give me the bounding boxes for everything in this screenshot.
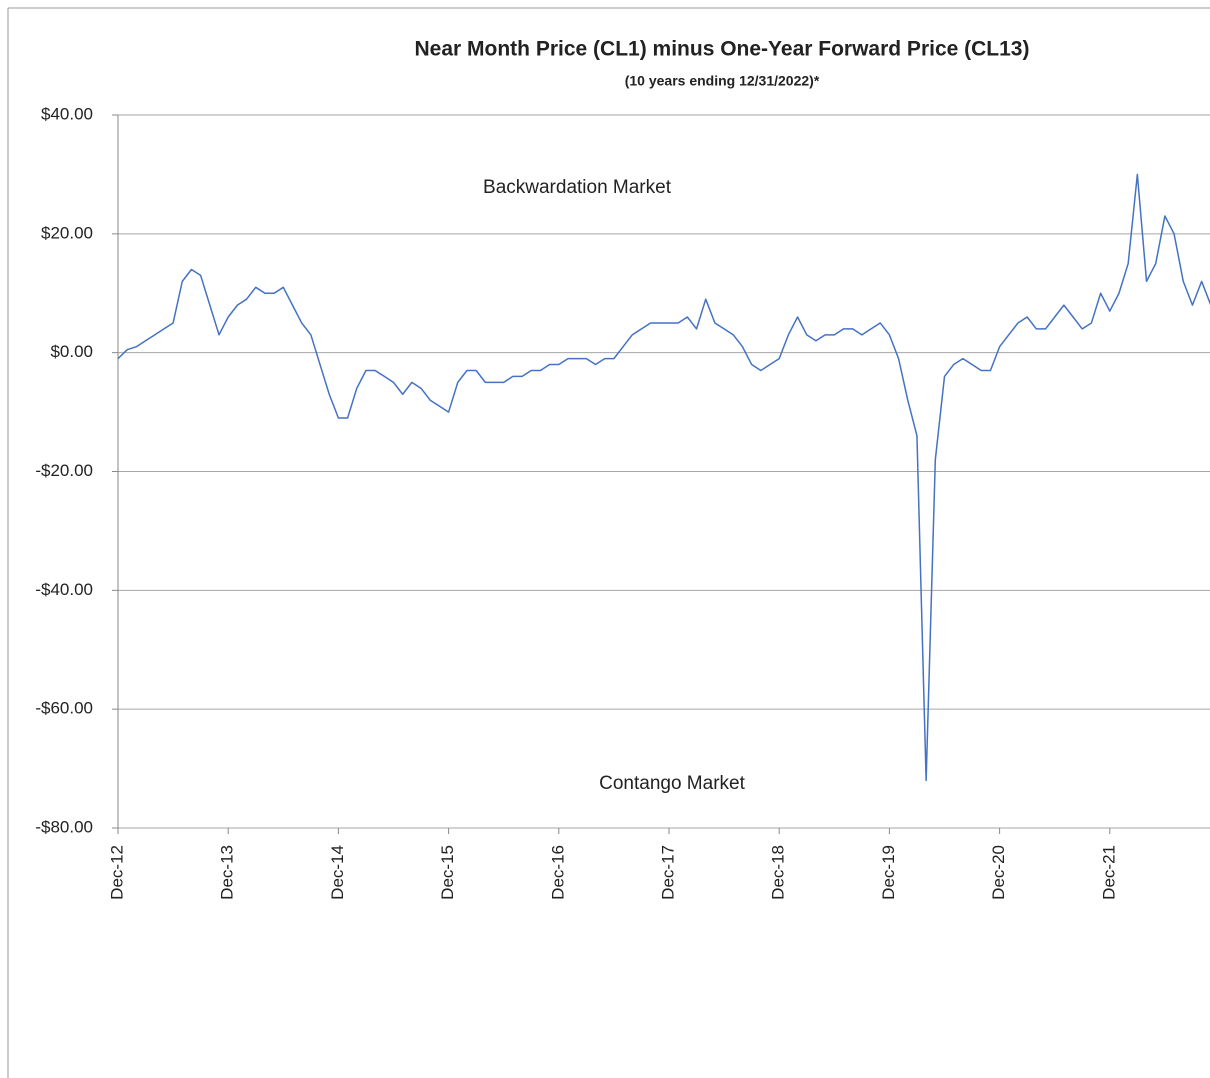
- y-tick-label: -$40.00: [35, 580, 93, 599]
- y-tick-label: $20.00: [41, 223, 93, 242]
- x-tick-label: Dec-12: [107, 845, 126, 900]
- annotation: Backwardation Market: [483, 177, 672, 198]
- x-tick-label: Dec-16: [548, 845, 567, 900]
- x-tick-label: Dec-21: [1099, 845, 1118, 900]
- y-tick-label: $0.00: [50, 342, 93, 361]
- x-tick-label: Dec-20: [989, 845, 1008, 900]
- data-line: [117, 173, 1210, 782]
- x-tick-label: Dec-14: [328, 845, 347, 900]
- x-tick-label: Dec-18: [769, 845, 788, 900]
- chart-title: Near Month Price (CL1) minus One-Year Fo…: [415, 38, 1030, 61]
- y-tick-label: -$20.00: [35, 461, 93, 480]
- y-tick-label: $40.00: [41, 104, 93, 123]
- x-tick-label: Dec-15: [438, 845, 457, 900]
- x-tick-label: Dec-19: [879, 845, 898, 900]
- y-tick-label: -$60.00: [35, 699, 93, 718]
- x-tick-label: Dec-17: [658, 845, 677, 900]
- y-tick-label: -$80.00: [35, 817, 93, 836]
- chart-subtitle: (10 years ending 12/31/2022)*: [625, 73, 820, 89]
- x-tick-label: Dec-13: [218, 845, 237, 900]
- annotation: Contango Market: [599, 773, 745, 794]
